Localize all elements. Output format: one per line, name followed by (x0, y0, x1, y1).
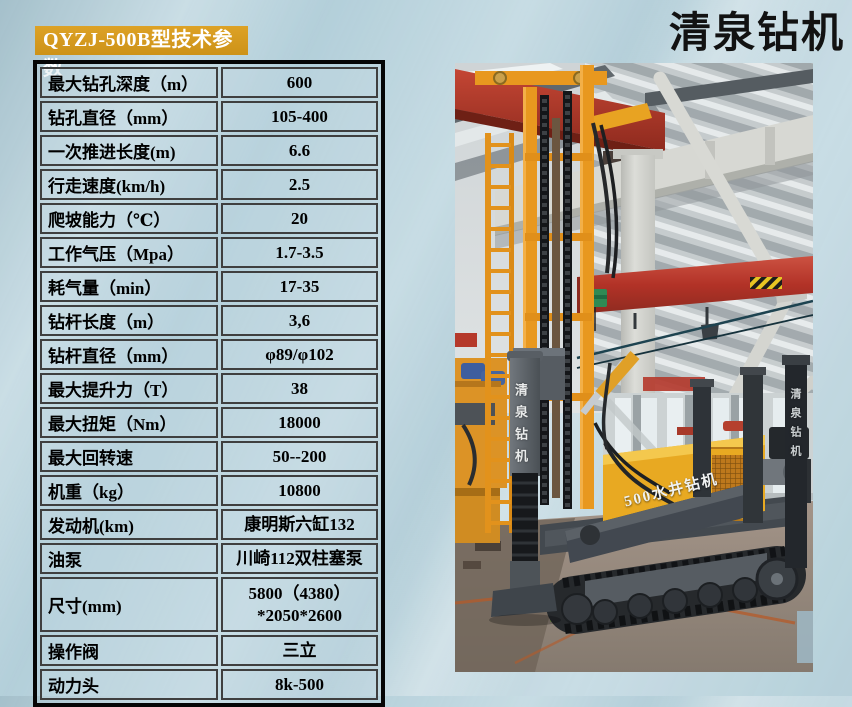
rig-photo-illustration (455, 63, 813, 672)
background-door (797, 611, 813, 663)
table-row: 钻杆直径（mm） φ89/φ102 (40, 339, 378, 370)
spec-label: 最大钻孔深度（m） (40, 67, 218, 98)
table-row: 尺寸(mm) 5800（4380） *2050*2600 (40, 577, 378, 632)
spec-label: 操作阀 (40, 635, 218, 666)
spec-value: 1.7-3.5 (221, 237, 378, 268)
spec-label: 机重（kg） (40, 475, 218, 506)
spec-label: 爬坡能力（℃） (40, 203, 218, 234)
mast-brand-label: 清泉钻机 (513, 383, 528, 471)
param-title-banner: QYZJ-500B型技术参数 (35, 26, 248, 80)
spec-label: 动力头 (40, 669, 218, 700)
spec-value: 10800 (221, 475, 378, 506)
spec-label: 钻孔直径（mm） (40, 101, 218, 132)
spec-value: 17-35 (221, 271, 378, 302)
table-row: 最大提升力（T） 38 (40, 373, 378, 404)
spec-value: 3,6 (221, 305, 378, 336)
spec-label: 钻杆长度（m） (40, 305, 218, 336)
rear-brand-label: 清泉钻机 (789, 388, 801, 464)
spec-value: 5800（4380） *2050*2600 (221, 577, 378, 632)
spec-value: 6.6 (221, 135, 378, 166)
table-row: 一次推进长度(m) 6.6 (40, 135, 378, 166)
spec-label: 工作气压（Mpa） (40, 237, 218, 268)
spec-table-body: 最大钻孔深度（m） 600 钻孔直径（mm） 105-400 一次推进长度(m) 6.6 行… (40, 67, 378, 700)
spec-label: 最大扭矩（Nm） (40, 407, 218, 438)
table-row: 耗气量（min） 17-35 (40, 271, 378, 302)
table-row: 爬坡能力（℃） 20 (40, 203, 378, 234)
spec-value: 38 (221, 373, 378, 404)
spec-value: 川崎112双柱塞泵 (221, 543, 378, 574)
front-stabilizer-leg (489, 351, 561, 626)
background-rig-powerhead (455, 358, 507, 543)
spec-label: 最大回转速 (40, 441, 218, 472)
rig-photo: 500水井钻机 清泉钻机 清泉钻机 (455, 63, 813, 672)
spec-label: 钻杆直径（mm） (40, 339, 218, 370)
spec-value: 康明斯六缸132 (221, 509, 378, 540)
spec-value: 2.5 (221, 169, 378, 200)
spec-value: 600 (221, 67, 378, 98)
table-row: 最大回转速 50--200 (40, 441, 378, 472)
brand-title: 清泉钻机 (668, 11, 845, 57)
spec-value: 20 (221, 203, 378, 234)
spec-table: 最大钻孔深度（m） 600 钻孔直径（mm） 105-400 一次推进长度(m) 6.6 行… (33, 60, 385, 707)
spec-value: 三立 (221, 635, 378, 666)
spec-label: 行走速度(km/h) (40, 169, 218, 200)
table-row: 最大扭矩（Nm） 18000 (40, 407, 378, 438)
table-row: 工作气压（Mpa） 1.7-3.5 (40, 237, 378, 268)
spec-label: 一次推进长度(m) (40, 135, 218, 166)
table-row: 动力头 8k-500 (40, 669, 378, 700)
table-row: 钻杆长度（m） 3,6 (40, 305, 378, 336)
spec-value: 8k-500 (221, 669, 378, 700)
rear-jack-legs (690, 355, 810, 568)
table-row: 油泵 川崎112双柱塞泵 (40, 543, 378, 574)
spec-label: 尺寸(mm) (40, 577, 218, 632)
spec-label: 最大提升力（T） (40, 373, 218, 404)
spec-value: φ89/φ102 (221, 339, 378, 370)
spec-value: 18000 (221, 407, 378, 438)
table-row: 钻孔直径（mm） 105-400 (40, 101, 378, 132)
spec-label: 耗气量（min） (40, 271, 218, 302)
spec-value: 105-400 (221, 101, 378, 132)
crane-cables (576, 299, 813, 369)
table-row: 操作阀 三立 (40, 635, 378, 666)
feed-arm (565, 483, 755, 563)
table-row: 机重（kg） 10800 (40, 475, 378, 506)
spec-label: 油泵 (40, 543, 218, 574)
table-row: 发动机(km) 康明斯六缸132 (40, 509, 378, 540)
spec-label: 发动机(km) (40, 509, 218, 540)
spec-value: 50--200 (221, 441, 378, 472)
table-row: 行走速度(km/h) 2.5 (40, 169, 378, 200)
spec-table-container: 最大钻孔深度（m） 600 钻孔直径（mm） 105-400 一次推进长度(m) 6.6 行… (33, 60, 385, 707)
table-row: 最大钻孔深度（m） 600 (40, 67, 378, 98)
